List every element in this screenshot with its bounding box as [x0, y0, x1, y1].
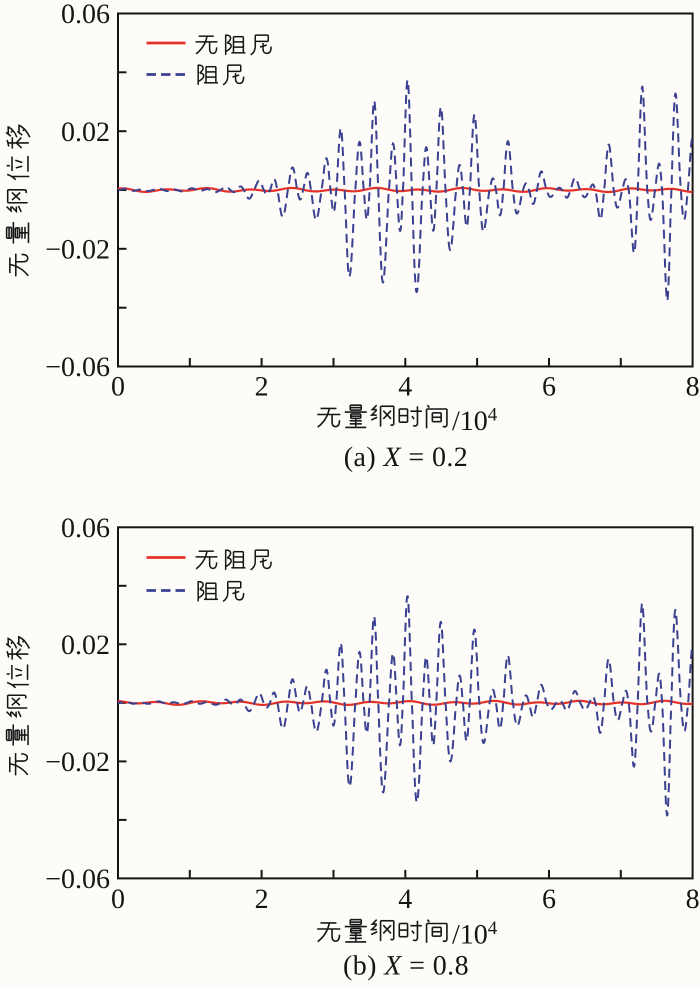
svg-text:(a) X = 0.2: (a) X = 0.2: [344, 442, 468, 473]
svg-text:6: 6: [542, 371, 556, 402]
svg-text:0.06: 0.06: [61, 513, 110, 544]
svg-text:−0.06: −0.06: [45, 864, 110, 895]
svg-text:−0.06: −0.06: [45, 352, 110, 383]
svg-text:2: 2: [255, 371, 269, 402]
svg-text:−0.02: −0.02: [45, 747, 110, 778]
svg-text:0: 0: [111, 884, 125, 915]
svg-text:0.02: 0.02: [61, 117, 110, 148]
svg-text:4: 4: [398, 371, 412, 402]
svg-text:4: 4: [398, 884, 412, 915]
svg-text:8: 8: [686, 884, 700, 915]
svg-text:2: 2: [255, 884, 269, 915]
svg-text:(b) X = 0.8: (b) X = 0.8: [343, 951, 469, 982]
svg-text:0.02: 0.02: [61, 630, 110, 661]
svg-text:8: 8: [686, 371, 700, 402]
svg-text:0: 0: [111, 371, 125, 402]
svg-text:0.06: 0.06: [61, 0, 110, 30]
svg-text:6: 6: [542, 884, 556, 915]
svg-text:−0.02: −0.02: [45, 234, 110, 265]
